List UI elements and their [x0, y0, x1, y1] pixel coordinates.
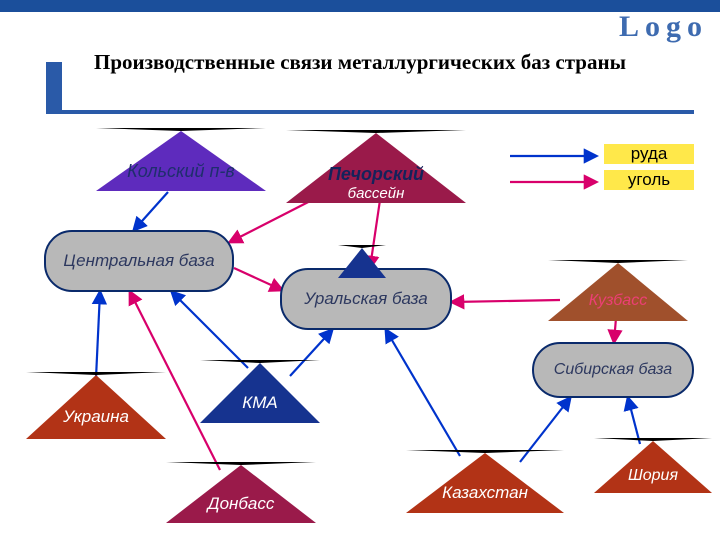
node-pechorsky-label-top: Печорский — [286, 164, 466, 185]
node-kolsky: Кольский п-в — [96, 128, 266, 188]
node-ukraine: Украина — [26, 372, 166, 436]
page-title: Производственные связи металлургических … — [0, 50, 720, 75]
legend-coal-label: уголь — [604, 170, 694, 190]
header-accent — [0, 0, 720, 12]
node-kolsky-label: Кольский п-в — [96, 161, 266, 182]
node-kazakh-label: Казахстан — [406, 483, 564, 503]
legend-ore-label: руда — [604, 144, 694, 164]
logo-text: Logo — [619, 10, 708, 44]
node-kma: КМА — [200, 360, 320, 420]
title-underbar — [46, 110, 694, 114]
node-donbass-label: Донбасс — [166, 494, 316, 514]
node-pechorsky-label-bottom: бассейн — [286, 185, 466, 202]
node-ukraine-label: Украина — [26, 407, 166, 427]
node-kma-label: КМА — [200, 393, 320, 413]
node-kazakh: Казахстан — [406, 450, 564, 510]
arrow-kma-central — [172, 292, 248, 368]
arrow-kolsky-central — [134, 192, 168, 230]
node-donbass: Донбасс — [166, 462, 316, 520]
logo: Logo — [619, 10, 708, 44]
arrow-central-ural — [234, 268, 282, 290]
node-shoria-label: Шория — [594, 467, 712, 485]
arrow-kuzbass-siberian — [614, 318, 616, 342]
node-siberian: Сибирская база — [532, 342, 694, 398]
node-small_tri — [338, 245, 386, 275]
node-kuzbass-label: Кузбасс — [548, 292, 688, 310]
node-shoria: Шория — [594, 438, 712, 490]
node-ural-label: Уральская база — [304, 289, 428, 309]
arrow-kuzbass-ural — [452, 300, 560, 302]
arrow-kazakh-ural — [386, 330, 460, 456]
node-pechorsky: Печорскийбассейн — [286, 130, 466, 200]
node-siberian-label: Сибирская база — [554, 361, 672, 379]
node-central: Центральная база — [44, 230, 234, 292]
node-kuzbass: Кузбасс — [548, 260, 688, 318]
node-central-label: Центральная база — [63, 251, 214, 271]
arrow-ukraine-central — [96, 292, 100, 378]
